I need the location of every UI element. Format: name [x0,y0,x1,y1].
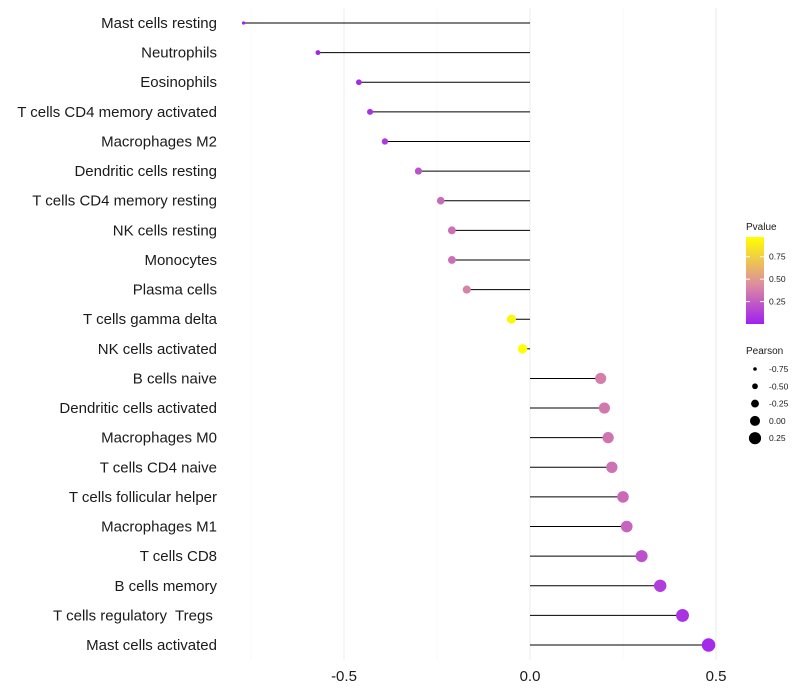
category-label: T cells CD4 memory activated [17,104,217,121]
size-legend-label: -0.25 [769,399,789,409]
lollipop-dot [606,461,618,473]
lollipop-dot [620,520,633,533]
category-label: Mast cells activated [86,637,217,654]
size-legend-label: 0.25 [769,433,786,443]
category-label: Macrophages M0 [101,430,217,447]
size-legend-dot [753,367,757,371]
x-tick-labels: -0.5 0.0 0.5 [331,668,726,685]
size-legend-label: -0.75 [769,364,789,374]
size-legend-dot [751,399,759,408]
lollipop-dot [315,50,321,56]
category-label: B cells naive [133,370,217,387]
category-label: NK cells activated [98,341,217,358]
category-labels: Mast cells resting Neutrophils Eosinophils… [17,15,217,654]
lollipop-dot [414,167,422,175]
category-label: T cells gamma delta [83,311,218,328]
size-legend-dot [752,383,758,390]
category-label: Mast cells resting [101,15,217,32]
size-legend-label: -0.50 [769,381,789,391]
category-label: T cells CD4 memory resting [32,193,217,210]
lollipop-dot [701,638,716,652]
color-legend-bar [746,237,764,324]
size-legend-dot [748,432,762,445]
lollipop-dot [447,226,456,235]
category-label: T cells follicular helper [69,489,217,506]
lollipop-dot [447,256,456,264]
category-label: T cells regulatory Tregs [53,607,217,624]
category-label: Plasma cells [133,282,217,299]
gridlines [250,8,717,660]
lollipop-dot [653,579,667,592]
lollipop-dot [635,550,648,563]
lollipop-dot [241,21,246,25]
category-label: Dendritic cells resting [74,163,217,180]
color-legend-label: 0.25 [769,297,786,307]
lollipop-dot [617,491,629,503]
category-label: T cells CD4 naive [100,459,217,476]
color-legend-label: 0.75 [769,252,786,262]
lollipop-dot [676,608,689,622]
category-label: Dendritic cells activated [59,400,217,417]
lollipop-dot [598,402,611,414]
lollipop-dots [241,21,716,652]
size-legend-dot [749,415,761,426]
lollipop-dot [595,372,607,384]
lollipop-dot [517,344,528,354]
lollipop-stems [243,22,709,646]
lollipop-dot [462,285,471,294]
category-label: Neutrophils [141,45,217,62]
lollipop-dot [602,432,614,444]
size-legend-label: 0.00 [769,416,786,426]
legends: Pvalue 0.25 0.50 0.75 Pearson -0.75 -0.50 -0.25… [746,222,789,445]
category-label: T cells CD8 [140,548,217,565]
category-label: Monocytes [144,252,217,269]
lollipop-dot [355,79,362,86]
size-legend-title: Pearson [746,346,783,357]
lollipop-dot [436,196,445,205]
color-legend-title: Pvalue [746,222,777,233]
x-tick-label: 0.0 [520,668,541,685]
lollipop-dot [381,138,389,145]
category-label: B cells memory [114,578,217,595]
lollipop-dot [367,108,374,115]
x-tick-label: 0.5 [706,668,727,685]
category-label: NK cells resting [113,222,217,239]
color-legend-label: 0.50 [769,274,786,284]
x-tick-label: -0.5 [331,668,357,685]
category-label: Macrophages M2 [101,133,217,150]
category-label: Macrophages M1 [101,519,217,536]
category-label: Eosinophils [140,74,217,91]
lollipop-dot [506,314,516,324]
